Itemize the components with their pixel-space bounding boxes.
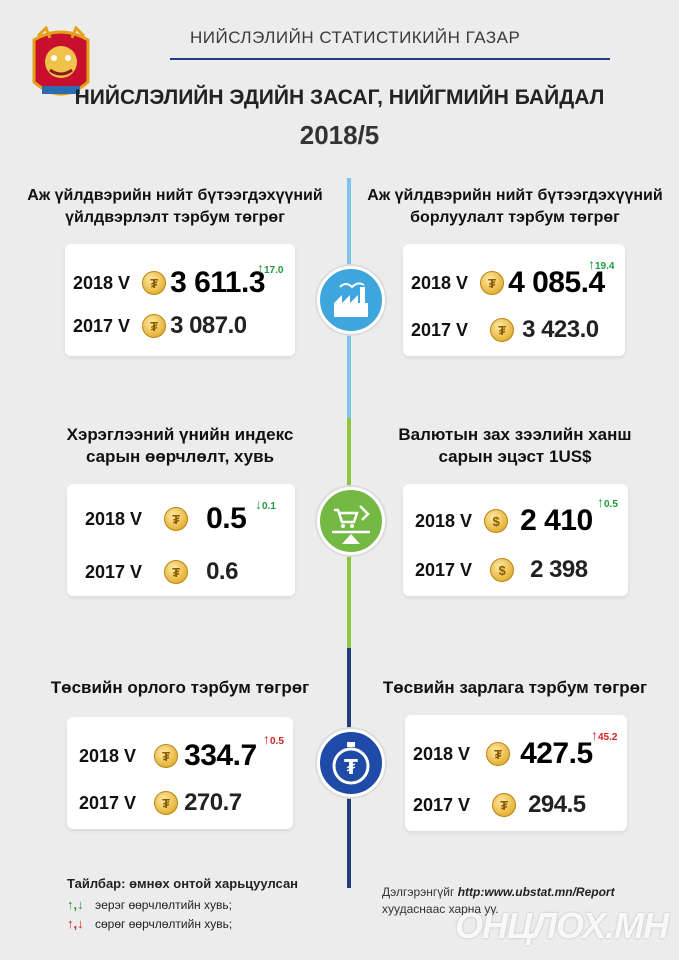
section-title-line2: сарын эцэст 1US$ xyxy=(438,447,592,466)
tugrik-coin-icon: ₮ xyxy=(164,560,189,584)
year-label: 2017 V xyxy=(415,559,473,580)
year-label: 2017 V xyxy=(73,315,131,336)
year-label: 2017 V xyxy=(413,794,471,815)
emblem-logo xyxy=(28,25,94,106)
shopping-scale-icon xyxy=(317,487,385,555)
legend: Тайлбар: өмнөх онтой харьцуулсан ↑,↓ эер… xyxy=(67,876,337,931)
negative-arrows-icon: ↑,↓ xyxy=(67,916,84,931)
tugrik-coin-icon: ₮ xyxy=(480,271,505,295)
year-label: 2018 V xyxy=(79,745,137,766)
year-label: 2017 V xyxy=(411,319,469,340)
change-value: 0.5 xyxy=(604,499,618,510)
tugrik-coin-icon: ₮ xyxy=(486,742,511,766)
exchange-rate-card: 2018 V $ 2 410 ↑0.5 2017 V $ 2 398 xyxy=(403,484,628,596)
section-title-line2: борлуулалт тэрбум төгрөг xyxy=(410,209,620,226)
tugrik-coin-icon: ₮ xyxy=(164,507,189,531)
year-label: 2018 V xyxy=(73,272,131,293)
up-arrow-icon: ↑ xyxy=(597,494,604,510)
current-value: 427.5 xyxy=(520,737,593,770)
budget-expense-card: 2018 V ₮ 427.5 ↑45.2 2017 V ₮ 294.5 xyxy=(405,715,627,831)
legend-positive: эерэг өөрчлөлтийн хувь; xyxy=(95,897,232,912)
cpi-card: 2018 V ₮ 0.5 ↓0.1 2017 V ₮ 0.6 xyxy=(67,484,295,596)
previous-value: 294.5 xyxy=(528,791,586,818)
current-value: 2 410 xyxy=(520,504,593,537)
watermark-logo: ОНЦЛОХ.МН xyxy=(455,905,669,946)
current-value: 0.5 xyxy=(206,502,247,535)
factory-icon xyxy=(317,266,385,334)
change-value: 45.2 xyxy=(598,732,618,743)
section-title-line1: Аж үйлдвэрийн нийт бүтээгдэхүүний xyxy=(27,187,323,204)
footer-prefix: Дэлгэрэнгүйг xyxy=(382,885,455,899)
section-title-line1: Аж үйлдвэрийн нийт бүтээгдэхүүний xyxy=(367,187,663,204)
previous-value: 2 398 xyxy=(530,556,588,583)
footer-suffix: хуудаснаас харна уу. xyxy=(382,902,499,916)
tugrik-symbol: ₮ xyxy=(344,755,358,779)
previous-value: 270.7 xyxy=(184,789,242,816)
up-arrow-icon: ↑ xyxy=(591,727,598,743)
year-label: 2018 V xyxy=(415,510,473,531)
dollar-coin-icon: $ xyxy=(490,558,515,582)
section-title-line1: Валютын зах зээлийн ханш xyxy=(398,425,632,444)
section-title-line1: Төсвийн зарлага тэрбум төгрөг xyxy=(382,678,648,697)
section-budget-expense-title: Төсвийн зарлага тэрбум төгрөг xyxy=(365,677,665,699)
up-arrow-icon: ↑ xyxy=(263,731,270,747)
section-title-line2: сарын өөрчлөлт, хувь xyxy=(85,447,275,466)
current-value: 334.7 xyxy=(184,739,257,772)
year-label: 2018 V xyxy=(85,508,143,529)
section-industry-sales-title: Аж үйлдвэрийн нийт бүтээгдэхүүний борлуу… xyxy=(360,185,670,229)
down-arrow-icon: ↓ xyxy=(255,496,262,512)
previous-value: 3 087.0 xyxy=(170,312,247,339)
tugrik-coin-icon: ₮ xyxy=(492,793,517,817)
change-indicator: ↑17.0 xyxy=(257,260,283,276)
change-value: 17.0 xyxy=(264,265,284,276)
industry-sales-card: 2018 V ₮ 4 085.4 ↑19.4 2017 V ₮ 3 423.0 xyxy=(403,244,625,356)
up-arrow-icon: ↑ xyxy=(257,260,264,276)
org-name: НИЙСЛЭЛИЙН СТАТИСТИКИЙН ГАЗАР xyxy=(190,28,521,47)
change-indicator: ↑0.5 xyxy=(263,731,284,747)
change-indicator: ↑45.2 xyxy=(591,727,617,743)
year-label: 2017 V xyxy=(85,561,143,582)
dollar-coin-icon: $ xyxy=(484,509,509,533)
section-industry-production-title: Аж үйлдвэрийн нийт бүтээгдэхүүний үйлдвэ… xyxy=(15,185,335,229)
tugrik-coin-icon: ₮ xyxy=(142,314,167,338)
header-divider xyxy=(170,58,610,60)
footer-note: Дэлгэрэнгүйг http:www.ubstat.mn/Report х… xyxy=(382,884,672,918)
change-indicator: ↓0.1 xyxy=(255,496,276,512)
change-value: 19.4 xyxy=(595,261,615,272)
section-budget-revenue-title: Төсвийн орлого тэрбум төгрөг xyxy=(30,677,330,699)
tugrik-coin-icon: ₮ xyxy=(154,791,179,815)
industry-production-card: 2018 V ₮ 3 611.3 ↑17.0 2017 V ₮ 3 087.0 xyxy=(65,244,295,356)
section-cpi-title: Хэрэглээний үнийн индекс сарын өөрчлөлт,… xyxy=(35,424,325,468)
positive-arrows-icon: ↑,↓ xyxy=(67,897,84,912)
change-value: 0.1 xyxy=(262,501,276,512)
year-label: 2018 V xyxy=(413,743,471,764)
tugrik-coin-icon: ₮ xyxy=(154,744,179,768)
legend-negative: сөрөг өөрчлөлтийн хувь; xyxy=(95,916,233,931)
current-value: 4 085.4 xyxy=(508,266,605,299)
page-title: НИЙСЛЭЛИЙН ЭДИЙН ЗАСАГ, НИЙГМИЙН БАЙДАЛ xyxy=(74,86,605,109)
year-label: 2018 V xyxy=(411,272,469,293)
section-title-line1: Төсвийн орлого тэрбум төгрөг xyxy=(50,678,310,697)
tugrik-coin-icon: ₮ xyxy=(490,318,515,342)
up-arrow-icon: ↑ xyxy=(588,256,595,272)
page-period: 2018/5 xyxy=(299,120,380,150)
year-label: 2017 V xyxy=(79,792,137,813)
change-value: 0.5 xyxy=(270,736,284,747)
report-link[interactable]: http:www.ubstat.mn/Report xyxy=(457,885,615,899)
budget-revenue-card: 2018 V ₮ 334.7 ↑0.5 2017 V ₮ 270.7 xyxy=(67,717,293,829)
current-value: 3 611.3 xyxy=(170,266,265,299)
tugrik-stopwatch-icon: ₮ xyxy=(317,729,385,797)
change-indicator: ↑19.4 xyxy=(588,256,614,272)
legend-title: Тайлбар: өмнөх онтой харьцуулсан xyxy=(67,876,299,891)
previous-value: 0.6 xyxy=(206,558,238,585)
change-indicator: ↑0.5 xyxy=(597,494,618,510)
tugrik-coin-icon: ₮ xyxy=(142,271,167,295)
section-exchange-rate-title: Валютын зах зээлийн ханш сарын эцэст 1US… xyxy=(370,424,660,468)
previous-value: 3 423.0 xyxy=(522,316,599,343)
section-title-line2: үйлдвэрлэлт тэрбум төгрөг xyxy=(65,209,285,226)
section-title-line1: Хэрэглээний үнийн индекс xyxy=(66,425,294,444)
